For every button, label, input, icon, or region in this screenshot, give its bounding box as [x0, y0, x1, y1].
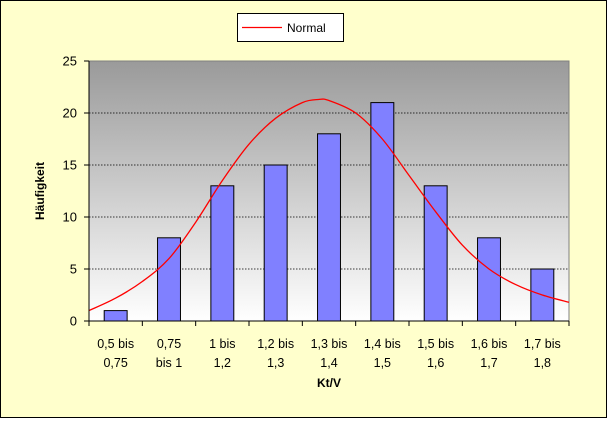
x-category-label-0-line-1: 0,75 — [103, 356, 127, 370]
normal-curve-line — [88, 98, 570, 312]
y-tick-label-15: 15 — [63, 158, 77, 173]
x-category-label-4-line-1: 1,4 — [320, 356, 337, 370]
y-tick-label-10: 10 — [63, 210, 77, 225]
legend-label-normal: Normal — [287, 21, 326, 35]
x-category-label-7-line-1: 1,7 — [480, 356, 497, 370]
axes — [84, 60, 570, 326]
legend: Normal — [237, 13, 344, 42]
bar-4 — [317, 133, 341, 322]
x-category-label-6-line-1: 1,6 — [427, 356, 444, 370]
x-category-label-3-line-0: 1,2 bis — [257, 337, 294, 351]
bar-2 — [210, 185, 235, 322]
x-category-label-6-line-0: 1,5 bis — [417, 337, 454, 351]
bar-7 — [477, 237, 501, 322]
x-category-label-5-line-0: 1,4 bis — [364, 337, 401, 351]
x-category-label-4-line-0: 1,3 bis — [311, 337, 348, 351]
x-axis-title: Kt/V — [317, 376, 341, 390]
bar-1 — [157, 237, 181, 322]
y-axis-title: Häufigkeit — [33, 162, 47, 220]
x-category-label-5-line-1: 1,5 — [374, 356, 391, 370]
y-tick-label-5: 5 — [70, 262, 77, 277]
x-category-labels: 0,5 bis 0,75 0,75 bis 1 1 bis 1,2 1,2 bis 1,3 1,… — [97, 337, 561, 370]
x-category-label-2-line-1: 1,2 — [214, 356, 231, 370]
x-category-label-2-line-0: 1 bis — [209, 337, 235, 351]
x-category-label-8-line-0: 1,7 bis — [524, 337, 561, 351]
y-tick-label-25: 25 — [63, 54, 77, 69]
y-tick-label-20: 20 — [63, 106, 77, 121]
y-tick-label-0: 0 — [70, 314, 77, 329]
x-category-label-1-line-0: 0,75 — [157, 337, 181, 351]
bar-0 — [103, 310, 128, 322]
x-category-label-1-line-1: bis 1 — [156, 356, 182, 370]
bar-3 — [263, 164, 288, 322]
x-category-label-3-line-1: 1,3 — [267, 356, 284, 370]
x-category-label-0-line-0: 0,5 bis — [97, 337, 134, 351]
bar-6 — [423, 185, 448, 322]
x-category-label-7-line-0: 1,6 bis — [471, 337, 508, 351]
x-category-label-8-line-1: 1,8 — [534, 356, 551, 370]
bar-5 — [370, 102, 395, 322]
y-tick-labels: 0 5 10 15 20 25 — [63, 54, 77, 329]
